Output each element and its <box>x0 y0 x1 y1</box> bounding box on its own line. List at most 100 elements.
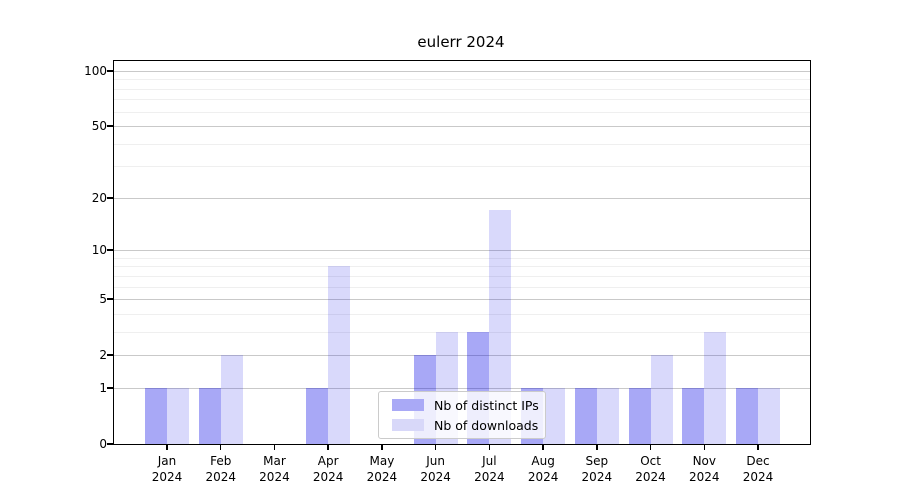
year-label: 2024 <box>420 470 451 484</box>
plot-area: Nb of distinct IPs Nb of downloads 0 1 2 5 1… <box>84 60 811 484</box>
y-axis-tick-label: 50 <box>91 119 107 134</box>
month-label: Jul <box>482 454 497 468</box>
x-axis-tick-label: Jul 2024 <box>457 453 521 485</box>
bar-distinct-ips <box>736 387 759 444</box>
legend-item-distinct-ips: Nb of distinct IPs <box>389 397 539 413</box>
minor-gridline <box>114 99 810 101</box>
month-label: Nov <box>692 454 716 468</box>
major-gridline <box>114 250 810 252</box>
bar-distinct-ips <box>145 387 167 444</box>
year-label: 2024 <box>312 470 344 484</box>
y-axis-tick-label: 0 <box>99 437 107 451</box>
x-axis-tick-label: Apr 2024 <box>296 453 360 485</box>
x-axis-tick-label: Mar 2024 <box>242 453 306 485</box>
bar-distinct-ips <box>628 387 651 444</box>
year-label: 2024 <box>689 470 720 484</box>
legend-swatch-downloads <box>392 419 424 431</box>
legend: Nb of distinct IPs Nb of downloads <box>378 391 546 439</box>
major-gridline <box>114 355 810 357</box>
chart-title: eulerr 2024 <box>417 33 505 51</box>
year-label: 2024 <box>474 470 505 484</box>
bar-downloads <box>167 387 189 444</box>
y-axis-tick <box>107 354 113 356</box>
month-label: Oct <box>640 454 661 468</box>
y-axis-tick-label: 100 <box>84 63 107 78</box>
minor-gridline <box>114 166 810 168</box>
legend-label-downloads: Nb of downloads <box>434 417 539 433</box>
month-label: May <box>369 454 395 468</box>
bar-downloads <box>758 387 781 444</box>
year-label: 2024 <box>259 470 290 484</box>
bar-downloads <box>328 266 351 444</box>
x-axis-tick <box>434 444 437 450</box>
major-gridline <box>114 70 810 72</box>
x-axis-tick-label: Dec 2024 <box>726 453 790 485</box>
legend-item-downloads: Nb of downloads <box>389 417 539 433</box>
bar-downloads <box>220 355 243 444</box>
major-gridline <box>114 126 810 128</box>
bar-downloads <box>650 355 673 444</box>
legend-swatch-distinct-ips <box>392 399 424 411</box>
year-label: 2024 <box>205 470 236 484</box>
month-label: Dec <box>746 454 770 468</box>
x-axis-tick-label: Nov 2024 <box>672 453 736 485</box>
y-axis-tick-label: 1 <box>99 380 107 395</box>
month-label: Feb <box>210 454 232 468</box>
minor-gridline <box>114 313 810 315</box>
y-axis-tick <box>107 125 113 127</box>
month-label: Mar <box>263 454 286 468</box>
year-label: 2024 <box>151 470 183 484</box>
y-axis-tick <box>107 298 113 300</box>
x-axis-tick <box>219 444 222 450</box>
bar-downloads <box>489 210 512 444</box>
minor-gridline <box>114 331 810 333</box>
bar-distinct-ips <box>682 387 705 444</box>
x-axis-tick <box>703 444 706 450</box>
month-label: Apr <box>317 454 339 468</box>
y-axis-tick <box>107 387 113 389</box>
y-axis-tick-label: 20 <box>91 190 107 205</box>
major-gridline <box>114 387 810 389</box>
x-axis-tick <box>273 444 276 450</box>
minor-gridline <box>114 275 810 277</box>
month-label: Sep <box>585 454 609 468</box>
x-axis-tick <box>649 444 652 450</box>
minor-gridline <box>114 286 810 288</box>
x-axis-tick-label: Oct 2024 <box>619 453 683 485</box>
x-axis-tick <box>327 444 329 450</box>
x-axis-tick <box>166 444 168 450</box>
x-axis-tick <box>542 444 544 450</box>
x-axis-tick <box>381 444 383 450</box>
legend-label-distinct-ips: Nb of distinct IPs <box>434 397 539 413</box>
minor-gridline <box>114 79 810 81</box>
x-axis-tick-label: Sep 2024 <box>565 453 629 485</box>
x-axis-tick <box>488 444 491 450</box>
x-axis-tick <box>596 444 598 450</box>
minor-gridline <box>114 266 810 268</box>
y-axis-tick-label: 5 <box>99 292 107 307</box>
y-axis-tick <box>107 197 113 199</box>
y-axis-tick <box>107 443 113 445</box>
y-axis-tick <box>107 70 113 72</box>
y-axis-tick-label: 2 <box>99 348 107 363</box>
minor-gridline <box>114 257 810 259</box>
bar-downloads <box>596 387 619 444</box>
x-axis-tick-label: Jan 2024 <box>135 453 199 485</box>
month-label: Aug <box>531 454 555 468</box>
x-axis-tick-label: Feb 2024 <box>189 453 253 485</box>
month-label: Jun <box>426 454 446 468</box>
year-label: 2024 <box>581 470 613 484</box>
year-label: 2024 <box>635 470 666 484</box>
x-axis-tick <box>757 444 759 450</box>
bar-downloads <box>543 387 566 444</box>
x-axis-tick-label: Aug 2024 <box>511 453 575 485</box>
bar-downloads <box>704 331 727 444</box>
bar-distinct-ips <box>198 387 221 444</box>
y-axis-tick-label: 10 <box>91 243 107 258</box>
month-label: Jan <box>157 454 177 468</box>
minor-gridline <box>114 143 810 145</box>
x-axis-tick-label: May 2024 <box>350 453 414 485</box>
year-label: 2024 <box>527 470 559 484</box>
y-axis-tick <box>107 249 113 251</box>
